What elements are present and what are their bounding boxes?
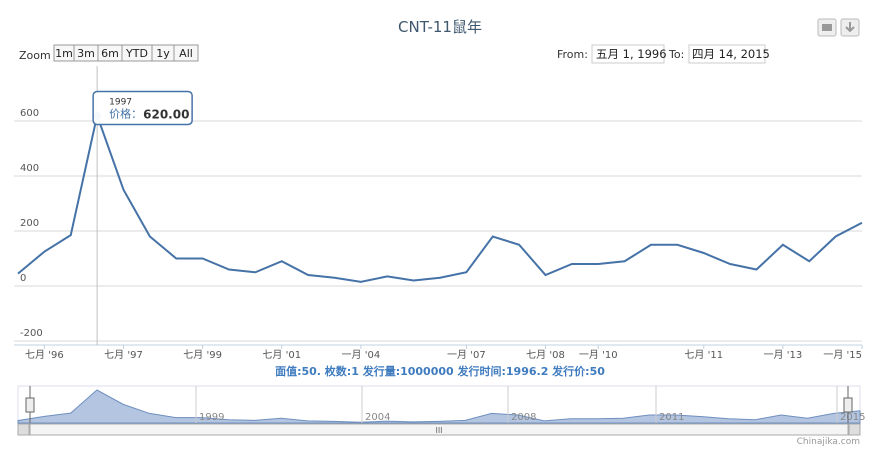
navigator-label: 2015 [840, 412, 865, 423]
caption: 面值:50. 枚数:1 发行量:1000000 发行时间:1996.2 发行价:… [275, 364, 605, 378]
to-value: 四月 14, 2015 [692, 47, 770, 61]
navigator-label: 2011 [659, 412, 684, 423]
y-tick-label: 400 [20, 163, 39, 174]
y-tick-label: -200 [20, 328, 43, 339]
scroll-left[interactable] [17, 423, 30, 436]
x-tick-label: 七月 '99 [183, 349, 222, 361]
x-tick-label: 七月 '01 [262, 349, 301, 361]
from-label: From: [557, 48, 588, 61]
x-tick-label: 一月 '07 [447, 349, 486, 361]
x-tick-label: 一月 '10 [579, 349, 618, 361]
zoom-buttons: 1m 3m 6m YTD 1y All [53, 44, 199, 62]
zoom-button-label: 1m [55, 47, 73, 60]
y-tick-label: 200 [20, 218, 39, 229]
zoom-button-label: 3m [77, 47, 95, 60]
tooltip-value: 620.00 [143, 108, 189, 122]
chart-title: CNT-11鼠年 [398, 18, 482, 36]
zoom-button-label: 1y [156, 47, 170, 60]
plot-area: -200 0 200 400 600 七月 '96 七月 '97 七月 '99 七月 '01 一月… [14, 66, 863, 361]
zoom-button[interactable] [173, 44, 199, 62]
zoom-button-label: YTD [125, 47, 148, 60]
tooltip-date: 1997 [109, 98, 132, 108]
tooltip [92, 90, 193, 126]
scrollbar-thumb[interactable] [29, 423, 849, 436]
navigator-label: 1999 [199, 412, 224, 423]
from-value: 五月 1, 1996 [596, 47, 667, 61]
navigator: 1999 2004 2008 2011 2015 III [17, 385, 865, 436]
credit: Chinajika.com [797, 437, 860, 447]
y-tick-label: 0 [20, 273, 26, 284]
export-buttons [817, 18, 860, 37]
zoom-label: Zoom [19, 49, 51, 62]
navigator-label: 2008 [511, 412, 536, 423]
scrollbar-grip: III [435, 426, 442, 435]
to-input[interactable] [688, 44, 766, 64]
tooltip-label: 价格： [109, 107, 142, 121]
to-label: To: [668, 48, 684, 61]
navigator-handle[interactable] [843, 397, 853, 413]
y-tick-label: 600 [20, 108, 39, 119]
zoom-button-label: 6m [101, 47, 119, 60]
from-input[interactable] [591, 44, 665, 64]
scroll-right[interactable] [848, 423, 861, 436]
x-tick-label: 七月 '96 [25, 349, 64, 361]
download-icon [845, 22, 855, 33]
zoom-button-label: All [179, 47, 193, 60]
navigator-area [17, 389, 861, 424]
navigator-label: 2004 [365, 412, 390, 423]
price-line [17, 111, 863, 283]
x-tick-label: 七月 '11 [684, 349, 723, 361]
print-icon [822, 24, 832, 31]
x-tick-label: 一月 '15 [823, 349, 862, 361]
x-tick-label: 七月 '08 [526, 349, 565, 361]
x-tick-label: 一月 '13 [764, 349, 803, 361]
navigator-handle[interactable] [25, 397, 35, 413]
x-tick-label: 一月 '04 [342, 349, 381, 361]
x-tick-label: 七月 '97 [104, 349, 143, 361]
